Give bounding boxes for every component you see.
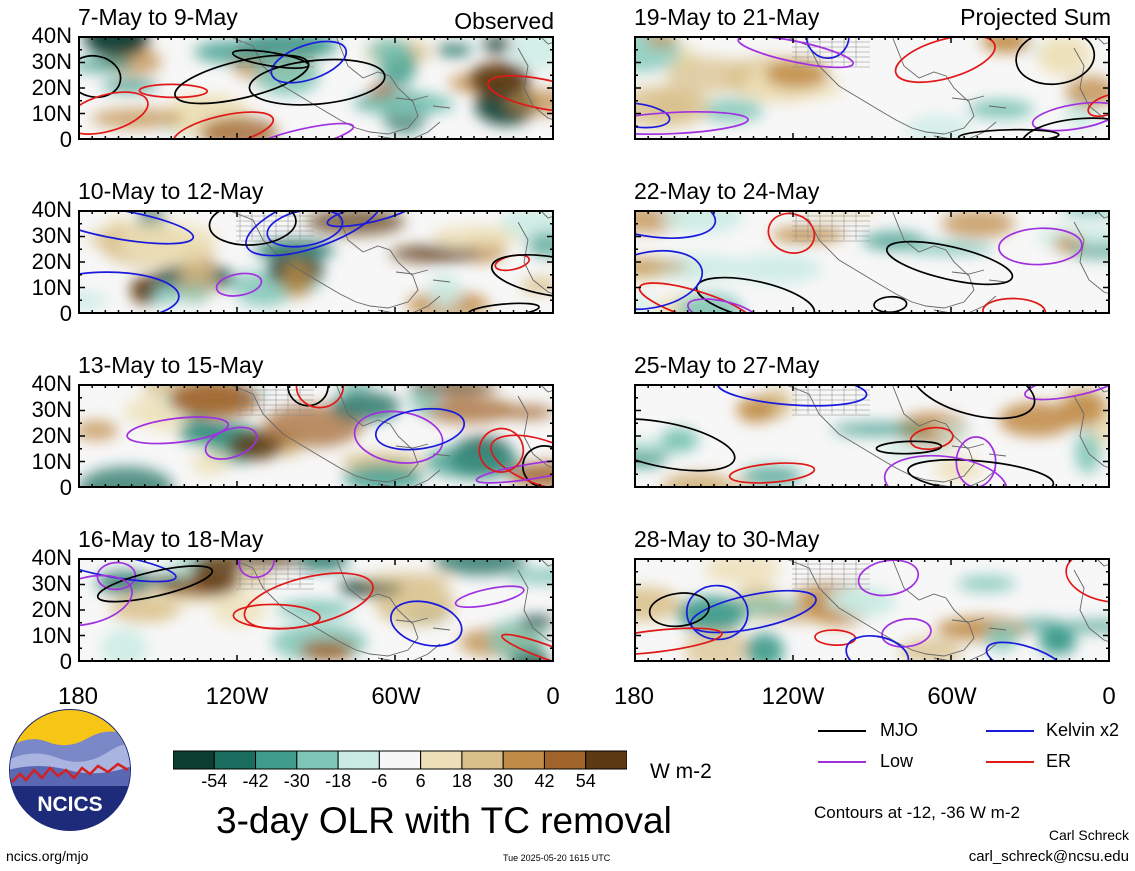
logo-text: NCICS xyxy=(37,793,102,816)
lon-label: 0 xyxy=(546,683,560,710)
panel-title: 16-May to 18-May xyxy=(78,526,264,552)
lat-label: 30N xyxy=(31,397,72,422)
low-legend-line xyxy=(818,761,866,763)
panel-title: 28-May to 30-May xyxy=(634,526,820,552)
panel-source-label: Projected Sum xyxy=(960,4,1111,30)
colorbar-tick-label: -18 xyxy=(325,771,352,791)
site-url: ncics.org/mjo xyxy=(6,848,89,864)
colorbar-tick-label: 30 xyxy=(493,771,514,791)
ncics-logo: NCICS xyxy=(8,708,132,832)
colorbar-tick-label: 42 xyxy=(534,771,555,791)
lat-label: 10N xyxy=(31,101,72,126)
lon-label: 120W xyxy=(761,683,825,710)
lat-label: 10N xyxy=(31,623,72,648)
lat-label: 0 xyxy=(59,127,72,152)
colorbar-tick-label: -42 xyxy=(242,771,269,791)
olr-map-panel xyxy=(78,558,554,662)
panel-title: 19-May to 21-May xyxy=(634,4,820,30)
lat-label: 0 xyxy=(59,301,72,326)
lat-label: 40N xyxy=(31,197,72,222)
lon-label: 120W xyxy=(205,683,269,710)
er-legend-label: ER xyxy=(1046,751,1072,771)
lat-label: 20N xyxy=(31,249,72,274)
lat-label: 30N xyxy=(31,49,72,74)
lon-label: 0 xyxy=(1102,683,1116,710)
olr-map-panel xyxy=(78,36,554,140)
olr-map-panel xyxy=(634,384,1110,488)
lon-label: 180 xyxy=(613,683,655,710)
kelvin-legend-label: Kelvin x2 xyxy=(1046,720,1120,740)
lat-label: 20N xyxy=(31,75,72,100)
colorbar-tick-label: -6 xyxy=(371,771,388,791)
mjo-legend-line xyxy=(818,730,866,732)
main-title: 3-day OLR with TC removal xyxy=(216,800,672,841)
colorbar-tick-label: -54 xyxy=(201,771,228,791)
er-legend-line xyxy=(986,761,1034,763)
olr-map-panel xyxy=(634,558,1110,662)
low-legend-label: Low xyxy=(880,751,914,771)
olr-map-panel xyxy=(634,210,1110,314)
colorbar-units: W m-2 xyxy=(650,760,712,783)
lat-label: 20N xyxy=(31,597,72,622)
contours-note: Contours at -12, -36 W m-2 xyxy=(814,803,1020,822)
author-email: carl_schreck@ncsu.edu xyxy=(968,848,1129,865)
panel-title: 22-May to 24-May xyxy=(634,178,820,204)
panel-source-label: Observed xyxy=(454,8,554,34)
panel-title: 13-May to 15-May xyxy=(78,352,264,378)
lat-label: 40N xyxy=(31,23,72,48)
lon-label: 60W xyxy=(371,683,421,710)
mjo-legend-label: MJO xyxy=(880,720,918,740)
olr-map-panel xyxy=(634,36,1110,140)
lat-label: 30N xyxy=(31,571,72,596)
panel-title: 25-May to 27-May xyxy=(634,352,820,378)
lat-label: 30N xyxy=(31,223,72,248)
lat-label: 20N xyxy=(31,423,72,448)
lat-label: 0 xyxy=(59,475,72,500)
olr-map-panel xyxy=(78,210,554,314)
colorbar xyxy=(172,750,628,775)
lat-label: 10N xyxy=(31,275,72,300)
colorbar-tick-label: 6 xyxy=(415,771,426,791)
colorbar-tick-label: 18 xyxy=(451,771,472,791)
timestamp: Tue 2025-05-20 1615 UTC xyxy=(503,853,611,863)
lat-label: 10N xyxy=(31,449,72,474)
lat-label: 40N xyxy=(31,545,72,570)
author-name: Carl Schreck xyxy=(1048,827,1129,843)
colorbar-tick-label: -30 xyxy=(283,771,310,791)
lat-label: 40N xyxy=(31,371,72,396)
lon-label: 180 xyxy=(57,683,99,710)
panel-title: 10-May to 12-May xyxy=(78,178,264,204)
olr-map-panel xyxy=(78,384,554,488)
lat-label: 0 xyxy=(59,649,72,674)
colorbar-tick-label: 54 xyxy=(575,771,596,791)
lon-label: 60W xyxy=(927,683,977,710)
kelvin-legend-line xyxy=(986,730,1034,732)
panel-title: 7-May to 9-May xyxy=(78,4,238,30)
